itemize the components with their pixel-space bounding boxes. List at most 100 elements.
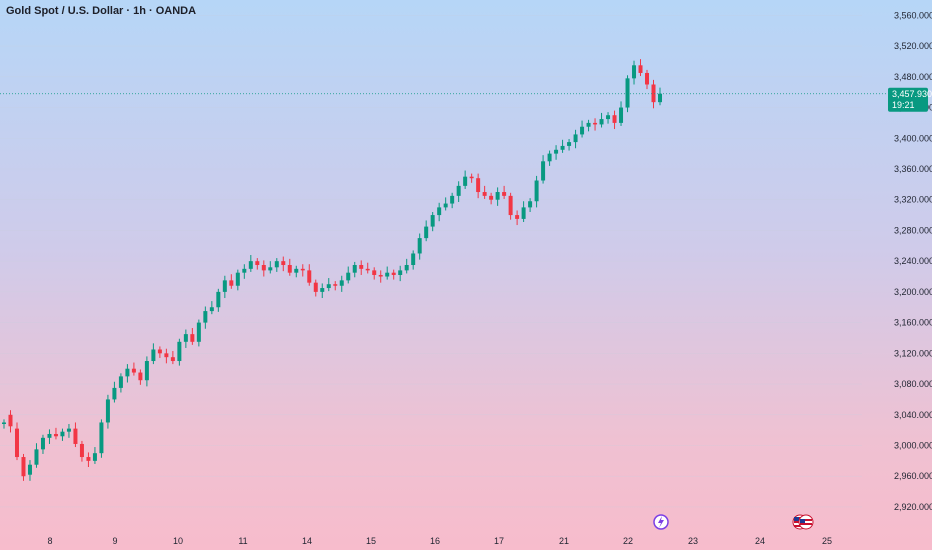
candle[interactable] [521, 201, 526, 222]
candle[interactable] [489, 192, 494, 205]
time-axis[interactable]: 8 9 10 11 14 15 16 17 21 22 23 24 25 [47, 514, 832, 546]
candle[interactable] [105, 394, 110, 429]
candle[interactable] [482, 185, 487, 199]
candle[interactable] [632, 60, 637, 85]
candle[interactable] [658, 87, 662, 106]
candle[interactable] [112, 381, 117, 403]
candle[interactable] [398, 265, 403, 282]
candle[interactable] [14, 422, 19, 461]
candle[interactable] [242, 264, 247, 279]
candle[interactable] [378, 270, 383, 283]
candle[interactable] [619, 101, 624, 126]
candle[interactable] [339, 275, 344, 292]
candle[interactable] [281, 256, 286, 272]
candle[interactable] [320, 283, 325, 299]
candle[interactable] [463, 170, 468, 189]
candle[interactable] [60, 428, 65, 441]
candle[interactable] [183, 329, 188, 348]
candle[interactable] [255, 258, 260, 270]
candle[interactable] [534, 175, 539, 208]
candle[interactable] [99, 419, 104, 458]
candle[interactable] [151, 343, 156, 365]
candle[interactable] [2, 419, 6, 429]
candle[interactable] [450, 192, 455, 209]
candle[interactable] [443, 197, 448, 211]
candle[interactable] [651, 79, 656, 109]
candle[interactable] [144, 356, 149, 387]
candle[interactable] [190, 327, 195, 345]
candle[interactable] [8, 410, 13, 433]
candle[interactable] [424, 220, 429, 242]
candle[interactable] [53, 427, 58, 440]
candle[interactable] [352, 261, 357, 278]
candle[interactable] [346, 266, 351, 284]
candle[interactable] [560, 139, 565, 153]
candle[interactable] [430, 212, 435, 232]
candle[interactable] [541, 155, 546, 184]
us-flag-icon[interactable] [798, 514, 814, 530]
candle[interactable] [307, 264, 312, 286]
candle[interactable] [268, 261, 273, 274]
candle[interactable] [638, 59, 643, 77]
candle[interactable] [502, 185, 507, 199]
candle[interactable] [300, 264, 305, 277]
candle[interactable] [437, 202, 442, 222]
candle[interactable] [138, 369, 143, 385]
candle[interactable] [73, 422, 78, 448]
candle[interactable] [118, 373, 123, 393]
candle[interactable] [261, 260, 266, 277]
candle[interactable] [177, 338, 182, 366]
candle[interactable] [157, 346, 162, 358]
candle[interactable] [216, 288, 221, 312]
candle[interactable] [92, 447, 97, 464]
candle[interactable] [385, 266, 390, 280]
candle[interactable] [66, 424, 71, 438]
candle[interactable] [580, 120, 585, 138]
candle[interactable] [593, 118, 598, 131]
candle[interactable] [326, 278, 331, 292]
candle[interactable] [606, 112, 611, 124]
candle[interactable] [40, 434, 45, 454]
candle[interactable] [229, 274, 234, 289]
candle[interactable] [313, 279, 318, 297]
price-axis[interactable]: 3,560.0003,520.0003,480.0003,440.0003,40… [894, 10, 932, 512]
candle[interactable] [411, 250, 416, 270]
candles[interactable] [2, 59, 662, 481]
candle[interactable] [495, 187, 500, 206]
candle[interactable] [209, 301, 214, 315]
candle[interactable] [248, 255, 253, 272]
candle[interactable] [365, 262, 370, 274]
candle[interactable] [573, 129, 578, 149]
candle[interactable] [456, 181, 461, 203]
candle[interactable] [567, 139, 572, 151]
candle[interactable] [554, 145, 559, 160]
candle[interactable] [547, 150, 552, 166]
candle[interactable] [391, 269, 396, 280]
candle[interactable] [645, 69, 650, 90]
candle[interactable] [21, 453, 26, 481]
candle[interactable] [27, 460, 32, 481]
candle[interactable] [476, 173, 481, 199]
candle[interactable] [222, 275, 227, 299]
candle[interactable] [333, 281, 338, 291]
candle[interactable] [125, 364, 130, 383]
candle[interactable] [170, 351, 175, 365]
candle[interactable] [164, 348, 169, 364]
candle[interactable] [586, 119, 591, 132]
candle[interactable] [294, 265, 299, 278]
candle[interactable] [359, 260, 364, 275]
candle[interactable] [235, 269, 240, 291]
candle[interactable] [287, 258, 292, 276]
candle[interactable] [203, 306, 208, 329]
candle[interactable] [469, 173, 474, 183]
candle[interactable] [372, 267, 377, 280]
lightning-icon[interactable] [653, 514, 669, 530]
candle[interactable] [417, 233, 422, 260]
candle[interactable] [79, 440, 84, 462]
candle[interactable] [47, 429, 52, 444]
candle[interactable] [274, 258, 279, 272]
candle[interactable] [528, 198, 533, 212]
candle[interactable] [196, 319, 201, 347]
candle[interactable] [131, 362, 136, 376]
